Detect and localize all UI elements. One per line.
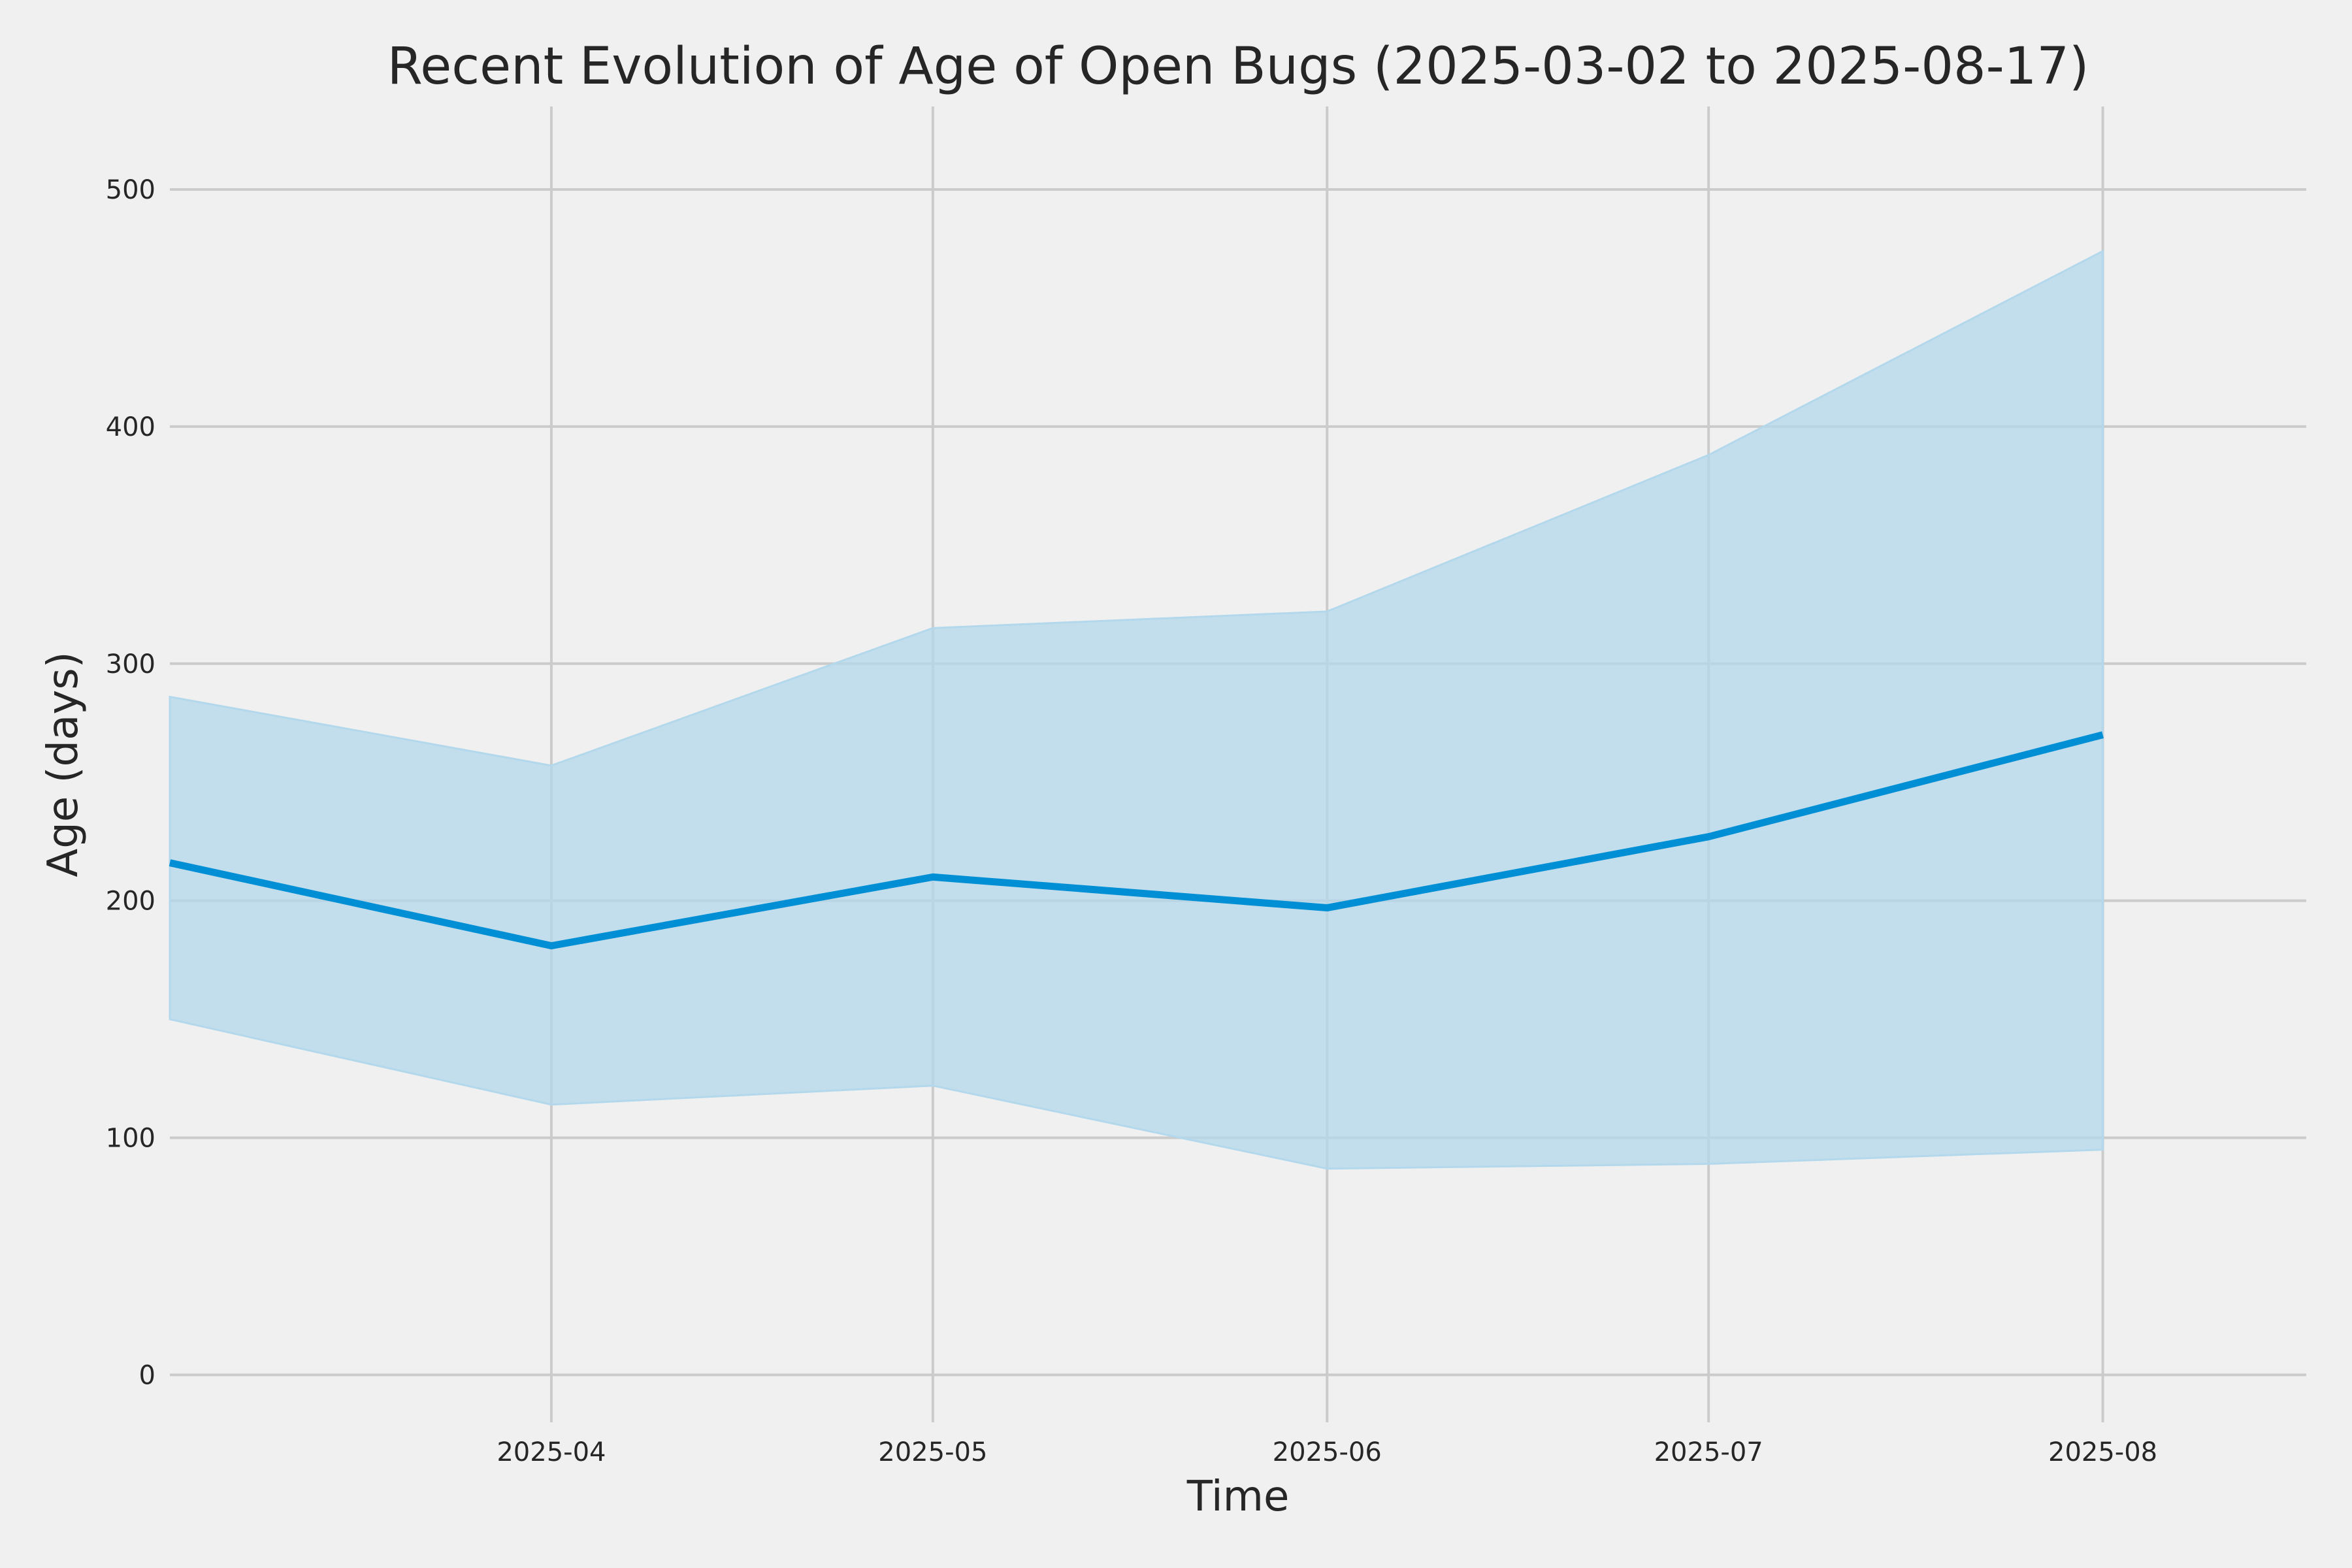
line-layer xyxy=(169,731,2104,950)
x-tick-label: 2025-06 xyxy=(1273,1437,1382,1467)
y-tick-label: 300 xyxy=(106,649,155,679)
band-layer xyxy=(169,249,2104,1170)
tick-layer: 0 100 200 300 400 500 2025-04 2025-05 2025-06 202… xyxy=(106,175,2158,1467)
x-tick-label: 2025-05 xyxy=(878,1437,987,1467)
y-axis-label: Age (days) xyxy=(39,651,88,877)
y-tick-label: 200 xyxy=(106,887,155,917)
x-tick-label: 2025-08 xyxy=(2048,1437,2157,1467)
x-tick-label: 2025-04 xyxy=(497,1437,606,1467)
y-tick-label: 500 xyxy=(106,175,155,205)
y-tick-label: 100 xyxy=(106,1124,155,1154)
x-axis-label: Time xyxy=(1186,1473,1290,1521)
confidence-band xyxy=(169,249,2104,1170)
chart-title: Recent Evolution of Age of Open Bugs (20… xyxy=(387,37,2089,96)
y-tick-label: 0 xyxy=(139,1360,155,1390)
series-line xyxy=(169,731,2104,950)
y-tick-label: 400 xyxy=(106,412,155,442)
x-tick-label: 2025-07 xyxy=(1654,1437,1763,1467)
